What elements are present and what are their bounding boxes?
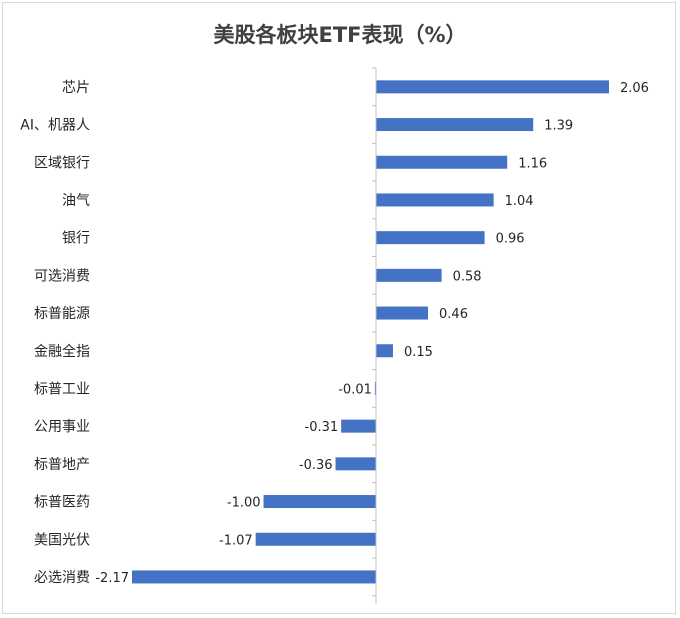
category-label: 油气 [62,193,90,209]
value-label: -1.00 [227,496,261,511]
bar-3 [376,193,494,207]
bar-7 [376,344,393,358]
category-label: 标普医药 [34,495,90,511]
value-label: 0.96 [496,232,525,247]
value-label: 1.04 [505,194,534,209]
bar-13 [132,570,376,584]
value-label: -1.07 [219,533,253,548]
bar-5 [376,268,442,282]
value-label: 1.39 [544,119,573,134]
axis-group [372,67,377,604]
labels-group: 芯片 2.06 AI、机器人 1.39 区域银行 1.16 油气 1.04 银行 0.96 可选消费… [20,80,649,586]
category-label: 标普能源 [34,306,90,322]
category-label: 银行 [62,231,90,247]
bar-6 [376,306,429,320]
category-label: 美国光伏 [34,532,90,548]
bar-11 [263,495,376,509]
category-label: 标普工业 [34,381,90,397]
value-label: 0.58 [453,269,482,284]
category-label: 标普地产 [34,457,90,473]
bar-12 [255,532,376,546]
category-label: 公用事业 [34,419,90,435]
bar-0 [376,80,609,94]
category-label: AI、机器人 [20,118,90,134]
chart-title: 美股各板块ETF表现（%） [213,23,467,47]
bar-1 [376,118,534,132]
value-label: -0.36 [299,458,333,473]
category-label: 可选消费 [34,268,90,284]
category-label: 区域银行 [34,155,90,171]
bar-9 [341,419,376,433]
value-label: 1.16 [518,156,547,171]
bar-8 [374,381,377,395]
category-label: 芯片 [62,80,90,96]
bar-4 [376,231,485,245]
value-label: 0.15 [404,345,433,360]
bar-2 [376,155,508,169]
value-label: -0.01 [338,382,372,397]
value-label: 0.46 [439,307,468,322]
category-label: 金融全指 [34,343,90,360]
category-label: 必选消费 [34,570,90,586]
value-label: -0.31 [305,420,339,435]
value-label: -2.17 [95,571,129,586]
bars-group [132,80,609,584]
bar-10 [335,457,376,471]
value-label: 2.06 [620,81,649,96]
